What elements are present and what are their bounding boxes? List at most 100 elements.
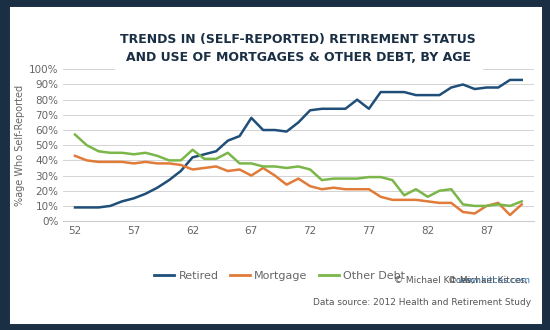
Other Debt bbox=[471, 204, 478, 208]
Mortgage bbox=[236, 168, 243, 172]
Retired bbox=[401, 90, 408, 94]
Other Debt bbox=[166, 158, 172, 162]
Other Debt bbox=[84, 143, 90, 147]
Other Debt bbox=[119, 151, 125, 155]
Mortgage bbox=[377, 195, 384, 199]
Mortgage bbox=[107, 160, 114, 164]
Mortgage bbox=[366, 187, 372, 191]
Other Debt bbox=[483, 204, 490, 208]
Retired bbox=[366, 107, 372, 111]
Mortgage bbox=[460, 210, 466, 214]
Other Debt bbox=[107, 151, 114, 155]
Retired bbox=[283, 130, 290, 134]
Other Debt bbox=[331, 177, 337, 181]
Other Debt bbox=[460, 202, 466, 206]
Mortgage bbox=[401, 198, 408, 202]
Retired bbox=[519, 78, 525, 82]
Mortgage bbox=[154, 161, 161, 165]
Retired bbox=[354, 98, 360, 102]
Retired bbox=[436, 93, 443, 97]
Other Debt bbox=[519, 199, 525, 203]
Other Debt bbox=[354, 177, 360, 181]
Text: www.kitces.com: www.kitces.com bbox=[458, 277, 531, 285]
Mortgage bbox=[119, 160, 125, 164]
Mortgage bbox=[130, 161, 137, 165]
Retired bbox=[107, 204, 114, 208]
Retired bbox=[389, 90, 396, 94]
Retired bbox=[272, 128, 278, 132]
Mortgage bbox=[95, 160, 102, 164]
Other Debt bbox=[201, 157, 208, 161]
Mortgage bbox=[342, 187, 349, 191]
Other Debt bbox=[425, 195, 431, 199]
Other Debt bbox=[224, 151, 231, 155]
Mortgage bbox=[507, 213, 513, 217]
Line: Retired: Retired bbox=[75, 80, 522, 208]
Retired bbox=[130, 196, 137, 200]
Mortgage bbox=[495, 201, 502, 205]
Retired bbox=[318, 107, 325, 111]
Other Debt bbox=[295, 164, 302, 168]
Retired bbox=[460, 82, 466, 86]
Mortgage bbox=[178, 163, 184, 167]
Retired bbox=[189, 155, 196, 159]
Retired bbox=[425, 93, 431, 97]
Text: © Michael Kitces,: © Michael Kitces, bbox=[394, 277, 477, 285]
Mortgage bbox=[354, 187, 360, 191]
Retired bbox=[248, 116, 255, 120]
Retired bbox=[213, 149, 219, 153]
Mortgage bbox=[248, 174, 255, 178]
Retired bbox=[72, 206, 78, 210]
Retired bbox=[331, 107, 337, 111]
Text: © Michael Kitces,: © Michael Kitces, bbox=[448, 277, 531, 285]
Other Debt bbox=[495, 202, 502, 206]
Other Debt bbox=[448, 187, 454, 191]
Title: TRENDS IN (SELF-REPORTED) RETIREMENT STATUS
AND USE OF MORTGAGES & OTHER DEBT, B: TRENDS IN (SELF-REPORTED) RETIREMENT STA… bbox=[120, 33, 476, 64]
Other Debt bbox=[260, 164, 266, 168]
Retired bbox=[483, 85, 490, 89]
Other Debt bbox=[130, 152, 137, 156]
Other Debt bbox=[436, 189, 443, 193]
Mortgage bbox=[471, 212, 478, 215]
Line: Mortgage: Mortgage bbox=[75, 156, 522, 215]
Other Debt bbox=[72, 133, 78, 137]
Mortgage bbox=[425, 199, 431, 203]
Mortgage bbox=[272, 174, 278, 178]
Retired bbox=[295, 120, 302, 124]
Other Debt bbox=[272, 164, 278, 168]
Y-axis label: %age Who Self-Reported: %age Who Self-Reported bbox=[15, 84, 25, 206]
Other Debt bbox=[154, 154, 161, 158]
Retired bbox=[377, 90, 384, 94]
Line: Other Debt: Other Debt bbox=[75, 135, 522, 206]
Other Debt bbox=[189, 148, 196, 152]
Other Debt bbox=[366, 175, 372, 179]
Mortgage bbox=[283, 183, 290, 187]
Retired bbox=[236, 134, 243, 138]
Retired bbox=[178, 169, 184, 173]
Other Debt bbox=[507, 204, 513, 208]
Retired bbox=[342, 107, 349, 111]
Retired bbox=[84, 206, 90, 210]
Mortgage bbox=[389, 198, 396, 202]
Mortgage bbox=[412, 198, 419, 202]
Other Debt bbox=[401, 193, 408, 197]
Other Debt bbox=[142, 151, 149, 155]
Mortgage bbox=[213, 164, 219, 168]
Retired bbox=[119, 199, 125, 203]
Mortgage bbox=[84, 158, 90, 162]
Retired bbox=[201, 152, 208, 156]
Retired bbox=[471, 87, 478, 91]
Mortgage bbox=[307, 184, 314, 188]
Retired bbox=[260, 128, 266, 132]
Mortgage bbox=[260, 166, 266, 170]
Retired bbox=[166, 178, 172, 182]
Mortgage bbox=[72, 154, 78, 158]
Retired bbox=[224, 139, 231, 143]
Mortgage bbox=[166, 161, 172, 165]
Mortgage bbox=[331, 186, 337, 190]
Other Debt bbox=[283, 166, 290, 170]
Other Debt bbox=[248, 161, 255, 165]
Mortgage bbox=[318, 187, 325, 191]
Mortgage bbox=[436, 201, 443, 205]
Retired bbox=[495, 85, 502, 89]
